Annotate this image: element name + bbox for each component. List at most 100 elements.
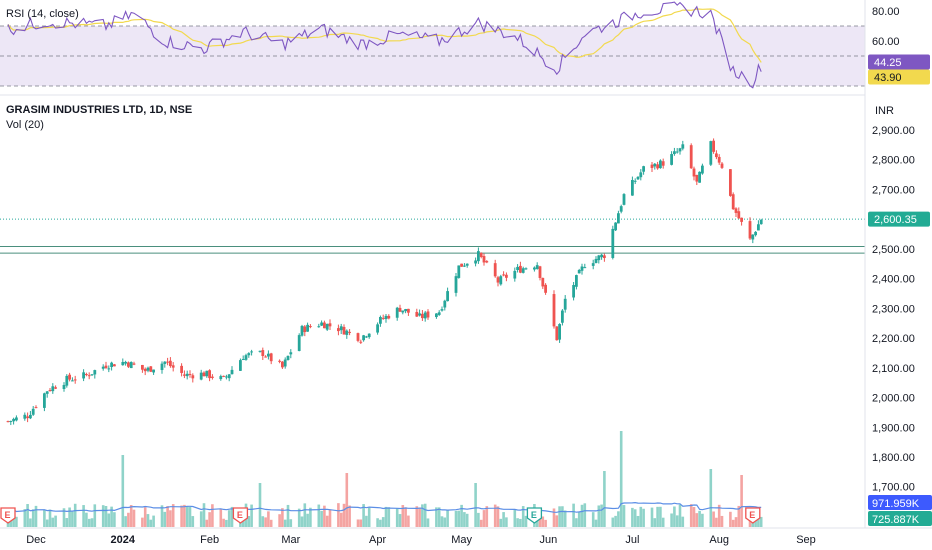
candle xyxy=(141,365,144,373)
volume-bar xyxy=(74,504,77,527)
last-price: 2,600.35 xyxy=(874,214,917,226)
volume-bar xyxy=(575,518,578,527)
candle xyxy=(110,362,113,371)
volume-bar xyxy=(514,510,517,527)
volume-bar xyxy=(348,506,351,527)
candle xyxy=(583,264,586,268)
volume-bar xyxy=(455,511,458,527)
volume-bar xyxy=(600,505,603,527)
volume-bar xyxy=(357,519,360,527)
candle xyxy=(614,222,617,231)
candle xyxy=(463,263,466,267)
volume-bar xyxy=(612,518,615,527)
volume-bar xyxy=(497,506,500,527)
volume-bar xyxy=(68,507,71,527)
candle xyxy=(51,383,54,394)
volume-bar xyxy=(287,505,290,527)
price-tick-label: 2,500.00 xyxy=(872,244,915,256)
volume-bar xyxy=(150,520,153,527)
candle xyxy=(642,166,645,175)
candle xyxy=(23,412,26,420)
volume-bar xyxy=(309,508,312,527)
candle xyxy=(245,354,248,361)
candle xyxy=(396,307,399,321)
price-tick-label: 2,700.00 xyxy=(872,184,915,196)
candle xyxy=(32,406,35,416)
candle xyxy=(592,260,595,269)
volume-bar xyxy=(208,512,211,527)
candle xyxy=(152,369,155,375)
candle xyxy=(681,141,684,150)
candles[interactable] xyxy=(7,138,763,425)
candle xyxy=(673,148,676,156)
candle xyxy=(85,373,88,377)
volume-bar xyxy=(581,505,584,527)
candle xyxy=(701,164,704,175)
price-tick-label: 2,800.00 xyxy=(872,155,915,167)
candle xyxy=(326,324,329,331)
candle xyxy=(317,324,320,328)
candle xyxy=(499,275,502,286)
candle xyxy=(558,323,561,343)
volume-bar xyxy=(732,520,735,527)
candle xyxy=(578,269,581,274)
candle xyxy=(15,415,18,421)
candle xyxy=(74,376,77,384)
candle xyxy=(611,226,614,260)
volume-bar xyxy=(183,505,186,527)
candle xyxy=(676,148,679,154)
candle xyxy=(404,309,407,313)
candle xyxy=(93,370,96,379)
candle xyxy=(662,159,665,169)
candle xyxy=(191,373,194,382)
volume-bar xyxy=(298,509,301,527)
price-tick-label: 2,900.00 xyxy=(872,125,915,137)
volume-bar xyxy=(172,504,175,527)
candle xyxy=(88,372,91,379)
volume-bar xyxy=(486,506,489,527)
candle xyxy=(166,358,169,365)
time-tick-label: Jul xyxy=(625,534,639,546)
volume-bar xyxy=(673,507,676,527)
volume-bar xyxy=(130,505,133,527)
rsi-axis[interactable]: 80.00 60.00 xyxy=(872,6,900,48)
rsi-tick-label: 60.00 xyxy=(872,36,900,48)
candle xyxy=(639,169,642,180)
volume-bar xyxy=(318,505,321,527)
volume-bar xyxy=(52,518,55,527)
candle xyxy=(634,178,637,184)
volume-bar xyxy=(502,512,505,527)
volume-bar xyxy=(679,505,682,527)
volume-bar xyxy=(382,517,385,527)
candle xyxy=(513,268,516,282)
candle xyxy=(561,309,564,325)
candle xyxy=(749,217,752,240)
candle xyxy=(751,234,754,243)
candle xyxy=(555,326,558,341)
volume-bar xyxy=(693,507,696,527)
volume-bar xyxy=(438,507,441,527)
candle xyxy=(35,405,38,408)
candle xyxy=(399,305,402,312)
candle xyxy=(637,176,640,180)
volume-bar xyxy=(88,519,91,527)
price-axis[interactable]: 2,900.002,800.002,700.002,600.002,500.00… xyxy=(872,125,915,494)
time-axis[interactable]: Dec 2024 Feb Mar Apr May Jun Jul Aug Sep xyxy=(26,534,816,546)
volume-bar xyxy=(642,509,645,527)
volume-bar xyxy=(418,507,421,527)
volume-bar xyxy=(91,518,94,527)
candle xyxy=(362,335,365,342)
price-tick-label: 1,900.00 xyxy=(872,422,915,434)
candle xyxy=(200,370,203,380)
time-tick-label: Jun xyxy=(540,534,558,546)
candle xyxy=(309,324,312,328)
candle xyxy=(693,167,696,181)
candle xyxy=(690,143,693,169)
candle xyxy=(387,314,390,319)
volume-bar xyxy=(329,510,332,527)
volume-bar xyxy=(427,518,430,527)
candle xyxy=(250,350,253,356)
candle xyxy=(43,393,46,411)
candle xyxy=(9,421,12,425)
